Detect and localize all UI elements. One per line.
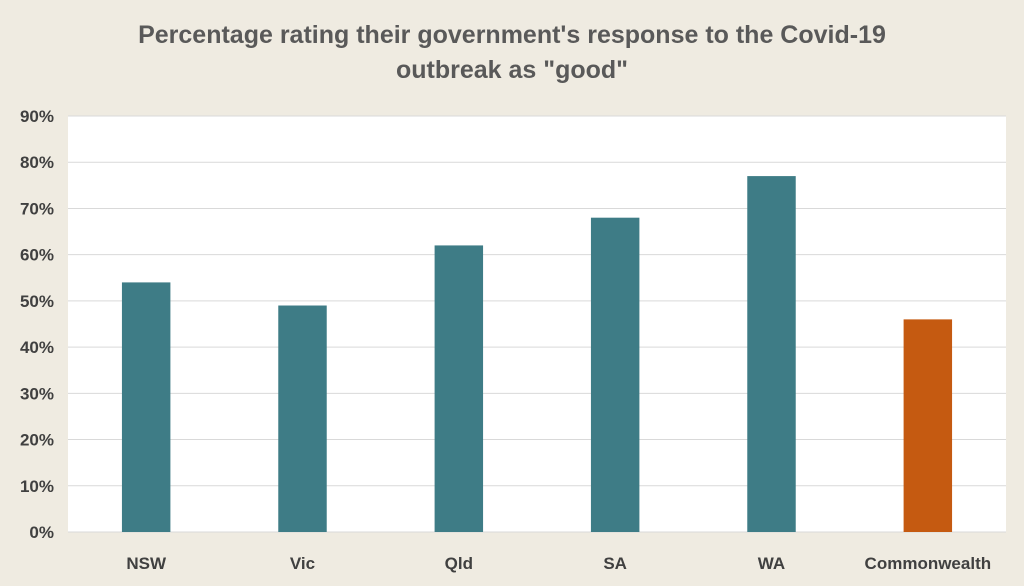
y-tick-label: 50% bbox=[20, 292, 54, 311]
bar-commonwealth bbox=[903, 319, 953, 532]
plot-area bbox=[68, 116, 1006, 532]
y-tick-label: 80% bbox=[20, 153, 54, 172]
x-tick-label: NSW bbox=[126, 554, 167, 573]
chart-title: Percentage rating their government's res… bbox=[0, 18, 1024, 88]
y-axis-ticks: 0% 10% 20% 30% 40% 50% 60% 70% 80% 90% bbox=[20, 107, 54, 542]
y-tick-label: 90% bbox=[20, 107, 54, 126]
y-tick-label: 40% bbox=[20, 338, 54, 357]
x-tick-label: SA bbox=[603, 554, 627, 573]
y-tick-label: 30% bbox=[20, 384, 54, 403]
y-tick-label: 20% bbox=[20, 431, 54, 450]
x-axis-ticks: NSW Vic Qld SA WA Commonwealth bbox=[126, 554, 991, 573]
chart-title-line-1: Percentage rating their government's res… bbox=[138, 21, 886, 49]
bar-wa bbox=[747, 176, 796, 533]
bar-qld bbox=[434, 245, 484, 532]
y-tick-label: 70% bbox=[20, 199, 54, 218]
bar-nsw bbox=[121, 282, 171, 532]
y-tick-label: 60% bbox=[20, 246, 54, 265]
y-tick-label: 0% bbox=[29, 523, 54, 542]
x-tick-label: Vic bbox=[290, 554, 315, 573]
chart-title-line-2: outbreak as "good" bbox=[395, 56, 629, 84]
y-tick-label: 10% bbox=[20, 477, 54, 496]
x-tick-label: Commonwealth bbox=[865, 554, 992, 573]
bar-sa bbox=[590, 217, 640, 532]
x-tick-label: Qld bbox=[445, 554, 473, 573]
x-tick-label: WA bbox=[758, 554, 785, 573]
bar-vic bbox=[278, 305, 327, 532]
gridlines bbox=[68, 115, 1006, 533]
bars bbox=[121, 176, 953, 533]
